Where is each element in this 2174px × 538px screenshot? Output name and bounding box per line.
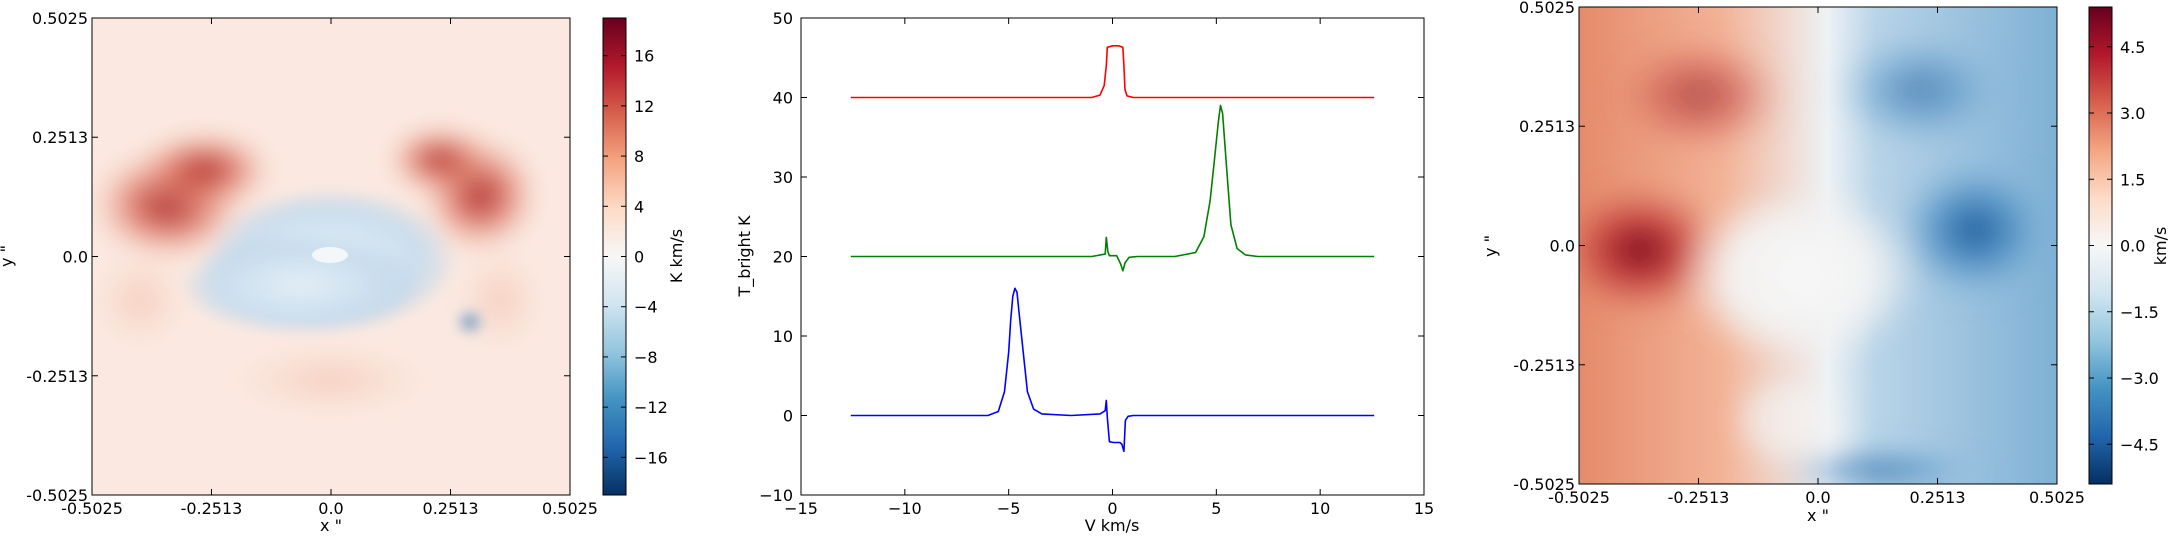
colorbar-2-label: km/s bbox=[2151, 227, 2170, 266]
colorbar-tick-label: 16 bbox=[634, 47, 654, 66]
x-tick-label: -0.5025 bbox=[1548, 488, 1610, 507]
colorbar-tick-label: 4 bbox=[634, 197, 644, 216]
y-tick-label: -0.2513 bbox=[26, 367, 88, 386]
y-tick-label: 40 bbox=[773, 89, 793, 108]
y-tick-label: 0.5025 bbox=[1519, 0, 1575, 17]
colorbar-tick-label: 0 bbox=[634, 248, 644, 267]
x-tick-label: −15 bbox=[784, 499, 818, 518]
colorbar-tick-label: 8 bbox=[634, 147, 644, 166]
y-tick-label: 0.2513 bbox=[1519, 117, 1575, 136]
colorbar-tick-label: −3.0 bbox=[2120, 369, 2159, 388]
heatmap-2-image bbox=[1579, 7, 2057, 484]
colorbar-tick-label: −4.5 bbox=[2120, 435, 2159, 454]
colorbar-tick-label: −16 bbox=[634, 448, 668, 467]
y-tick-label: 0 bbox=[783, 407, 793, 426]
x-tick-label: 10 bbox=[1310, 499, 1330, 518]
y-tick-label: 0.0 bbox=[1550, 237, 1575, 256]
heatmap-1-xlabel: x " bbox=[320, 516, 342, 534]
heatmap-1-ylabel: y " bbox=[0, 245, 16, 267]
heatmap-1-image bbox=[92, 18, 570, 495]
y-tick-label: 0.2513 bbox=[32, 128, 88, 147]
line-chart-series bbox=[850, 44, 1375, 453]
y-tick-label: 0.0 bbox=[63, 248, 88, 267]
x-tick-label: 5 bbox=[1211, 499, 1221, 518]
line-chart-ylabel: T_bright K bbox=[735, 215, 755, 298]
x-tick-label: 15 bbox=[1414, 499, 1434, 518]
x-tick-label: 0.2513 bbox=[423, 499, 479, 518]
colorbar-tick-label: 1.5 bbox=[2120, 170, 2145, 189]
colorbar-tick-label: 12 bbox=[634, 97, 654, 116]
colorbar-tick-label: −12 bbox=[634, 398, 668, 417]
x-tick-label: 0.0 bbox=[1805, 488, 1830, 507]
series-line-0 bbox=[850, 44, 1375, 99]
x-tick-label: 0 bbox=[1107, 499, 1117, 518]
colorbar-tick-label: −8 bbox=[634, 348, 658, 367]
heatmap-2-ylabel: y " bbox=[1481, 235, 1500, 257]
y-tick-label: 20 bbox=[773, 248, 793, 267]
y-tick-label: 0.5025 bbox=[32, 9, 88, 28]
colorbar-tick-label: −1.5 bbox=[2120, 303, 2159, 322]
colorbar-2: 4.5 3.0 1.5 0.0 −1.5 −3.0 −4.5 bbox=[2088, 6, 2159, 485]
colorbar-1: 16 12 8 4 0 −4 −8 −12 −16 bbox=[602, 17, 668, 496]
heatmap-1-axes: -0.5025 -0.2513 0.0 0.2513 0.5025 -0.5025 -0.2… bbox=[26, 9, 598, 518]
y-tick-label: 50 bbox=[773, 9, 793, 28]
x-tick-label: -0.2513 bbox=[1668, 488, 1730, 507]
line-chart-xlabel: V km/s bbox=[1085, 516, 1140, 534]
heatmap-2-xlabel: x " bbox=[1807, 506, 1829, 525]
y-tick-label: 10 bbox=[773, 327, 793, 346]
y-tick-label: 30 bbox=[773, 168, 793, 187]
x-tick-label: 0.5025 bbox=[542, 499, 598, 518]
heatmap-2-axes: -0.5025 -0.2513 0.0 0.2513 0.5025 -0.5025 -0.2… bbox=[1513, 0, 2085, 507]
x-tick-label: -0.5025 bbox=[61, 499, 123, 518]
colorbar-tick-label: 0.0 bbox=[2120, 237, 2145, 256]
y-tick-label: −10 bbox=[759, 486, 793, 505]
x-tick-label: −10 bbox=[888, 499, 922, 518]
x-tick-label: 0.0 bbox=[318, 499, 343, 518]
colorbar-tick-label: 4.5 bbox=[2120, 38, 2145, 57]
colorbar-1-label: K km/s bbox=[667, 229, 686, 283]
y-tick-label: -0.5025 bbox=[1513, 475, 1575, 494]
y-tick-label: -0.5025 bbox=[26, 486, 88, 505]
colorbar-tick-label: −4 bbox=[634, 298, 658, 317]
series-line-2 bbox=[850, 287, 1375, 453]
x-tick-label: 0.5025 bbox=[2029, 488, 2085, 507]
colorbar-tick-label: 3.0 bbox=[2120, 104, 2145, 123]
series-line-1 bbox=[850, 104, 1375, 272]
x-tick-label: 0.2513 bbox=[1910, 488, 1966, 507]
x-tick-label: −5 bbox=[997, 499, 1021, 518]
y-tick-label: -0.2513 bbox=[1513, 356, 1575, 375]
x-tick-label: -0.2513 bbox=[181, 499, 243, 518]
